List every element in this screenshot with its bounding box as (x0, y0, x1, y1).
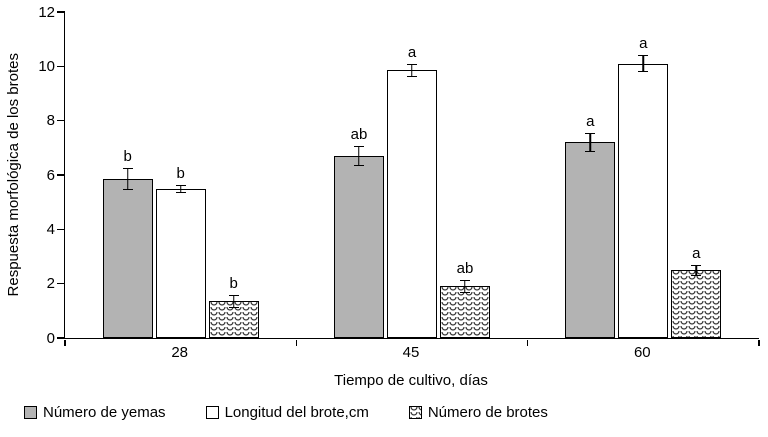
error-bar-line (411, 64, 413, 77)
bar (565, 142, 616, 338)
legend: Número de yemas Longitud del brote,cm Núme… (24, 404, 768, 421)
error-bar (122, 168, 133, 190)
error-bar (585, 132, 596, 152)
error-bar (406, 63, 417, 78)
bar-slot: ab (439, 12, 490, 338)
bar-slot: a (565, 12, 616, 338)
significance-label: b (176, 164, 185, 182)
significance-label: a (586, 112, 595, 130)
bar (102, 179, 153, 338)
y-tick-label: 0 (46, 329, 55, 347)
error-bar (175, 184, 186, 193)
y-tick-label: 2 (46, 275, 55, 293)
x-tick (526, 340, 529, 346)
y-tick (57, 119, 65, 122)
y-axis-label-wrap: Respuesta morfológica de los brotes (2, 12, 24, 338)
x-tick (64, 340, 66, 346)
x-axis-label: Tiempo de cultivo, días (334, 372, 488, 389)
bar-group: ab a ab (296, 12, 527, 338)
bar-slot: a (671, 12, 722, 338)
plot-area: 0 2 4 6 8 10 12 b b b ab a ab a a a (38, 4, 760, 347)
y-tick (57, 65, 65, 68)
bar-slot: ab (333, 12, 384, 338)
legend-label: Longitud del brote,cm (224, 404, 369, 421)
error-bar (353, 146, 364, 166)
y-tick (57, 337, 65, 339)
legend-label: Número de brotes (427, 404, 548, 421)
error-bar-line (126, 169, 129, 189)
bar (386, 70, 437, 338)
significance-label: a (639, 35, 648, 53)
significance-label: ab (456, 259, 474, 277)
error-bar-line (179, 185, 182, 192)
error-bar-line (642, 56, 645, 71)
bar (155, 188, 206, 338)
error-bar (228, 294, 239, 309)
x-category-row: 28 45 60 (64, 344, 758, 361)
legend-swatch (205, 406, 219, 419)
bar (333, 155, 384, 338)
x-tick (758, 340, 760, 346)
error-bar-line (358, 147, 360, 165)
bar (618, 63, 669, 338)
legend-label: Número de yemas (43, 404, 166, 421)
error-bar (691, 264, 702, 276)
error-bar-line (589, 133, 592, 151)
significance-label: b (123, 148, 132, 166)
bar-slot: b (208, 12, 259, 338)
y-tick-label: 10 (38, 57, 55, 75)
legend-swatch (24, 406, 37, 419)
y-tick (57, 174, 65, 176)
y-tick (57, 11, 65, 13)
legend-item: Número de brotes (408, 404, 548, 421)
bar-groups: b b b ab a ab a a a (65, 12, 759, 338)
bar (671, 270, 722, 338)
error-bar-line (695, 265, 698, 275)
bar-group: a a a (528, 12, 759, 338)
y-tick-label: 8 (46, 112, 55, 130)
x-category-label: 45 (402, 344, 420, 361)
significance-label: b (229, 274, 238, 292)
error-bar-line (464, 280, 466, 293)
bar-group: b b b (65, 12, 296, 338)
y-tick-label: 4 (46, 220, 55, 238)
x-category-label: 28 (171, 344, 188, 361)
x-category-label: 60 (633, 344, 651, 361)
bar-slot: a (386, 12, 437, 338)
significance-label: a (692, 244, 701, 262)
y-tick (57, 282, 65, 285)
y-tick-label: 6 (46, 166, 55, 184)
bar-slot: b (102, 12, 153, 338)
legend-item: Número de yemas (24, 404, 166, 421)
legend-swatch (408, 406, 422, 419)
y-tick (57, 228, 65, 231)
error-bar-line (232, 295, 235, 308)
y-axis-label: Respuesta morfológica de los brotes (4, 53, 22, 297)
bar-slot: b (155, 12, 206, 338)
bar (439, 286, 490, 338)
significance-label: ab (350, 126, 368, 144)
significance-label: a (407, 43, 417, 61)
x-tick (295, 340, 298, 346)
error-bar (638, 55, 649, 72)
error-bar (459, 279, 470, 294)
y-tick-label: 12 (38, 3, 55, 21)
legend-item: Longitud del brote,cm (205, 404, 369, 421)
bar-slot: a (618, 12, 669, 338)
